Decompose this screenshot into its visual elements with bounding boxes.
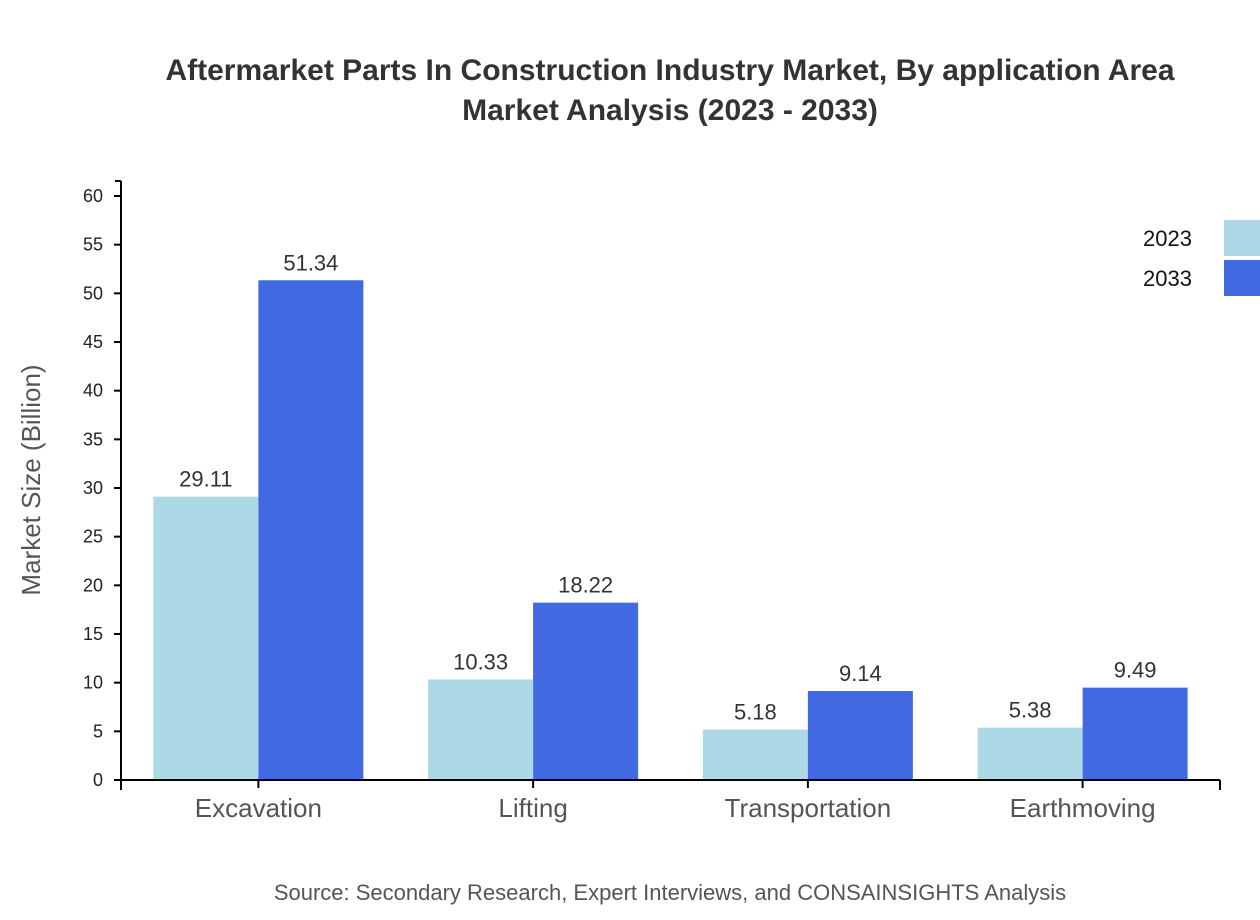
bar-2033 [807, 691, 913, 780]
y-tick-label: 40 [83, 381, 103, 401]
legend-label: 2033 [1143, 266, 1192, 291]
data-label: 9.14 [839, 661, 882, 686]
y-tick-label: 5 [93, 721, 103, 741]
y-tick-label: 10 [83, 673, 103, 693]
legend-swatch-2033 [1224, 260, 1260, 296]
bar-2023 [428, 679, 534, 780]
y-tick-label: 30 [83, 478, 103, 498]
y-tick-label: 20 [83, 575, 103, 595]
data-label: 10.33 [453, 649, 508, 674]
bar-2033 [258, 280, 364, 780]
y-axis-label: Market Size (Billion) [16, 364, 46, 595]
y-tick-label: 0 [93, 770, 103, 790]
data-label: 51.34 [283, 250, 338, 275]
data-label: 5.38 [1009, 698, 1052, 723]
bar-2023 [153, 496, 259, 780]
y-tick-label: 50 [83, 283, 103, 303]
y-tick-label: 25 [83, 527, 103, 547]
x-tick-label: Earthmoving [1010, 793, 1156, 823]
source-note: Source: Secondary Research, Expert Inter… [274, 880, 1066, 905]
x-tick-label: Transportation [725, 793, 892, 823]
legend-swatch-2023 [1224, 220, 1260, 256]
data-label: 9.49 [1114, 658, 1157, 683]
y-tick-label: 60 [83, 186, 103, 206]
y-tick-label: 35 [83, 429, 103, 449]
data-label: 29.11 [179, 467, 232, 492]
bar-2023 [702, 729, 808, 780]
legend-label: 2023 [1143, 226, 1192, 251]
chart-title: Aftermarket Parts In Construction Indust… [165, 54, 1174, 87]
bar-2033 [533, 602, 639, 780]
y-tick-label: 45 [83, 332, 103, 352]
y-tick-label: 15 [83, 624, 103, 644]
bar-2023 [977, 727, 1083, 780]
data-label: 5.18 [734, 700, 777, 725]
chart-subtitle: Market Analysis (2023 - 2033) [462, 94, 878, 127]
y-tick-label: 55 [83, 235, 103, 255]
x-tick-label: Lifting [498, 793, 567, 823]
x-tick-label: Excavation [195, 793, 322, 823]
bar-2033 [1082, 687, 1188, 780]
data-label: 18.22 [558, 573, 613, 598]
